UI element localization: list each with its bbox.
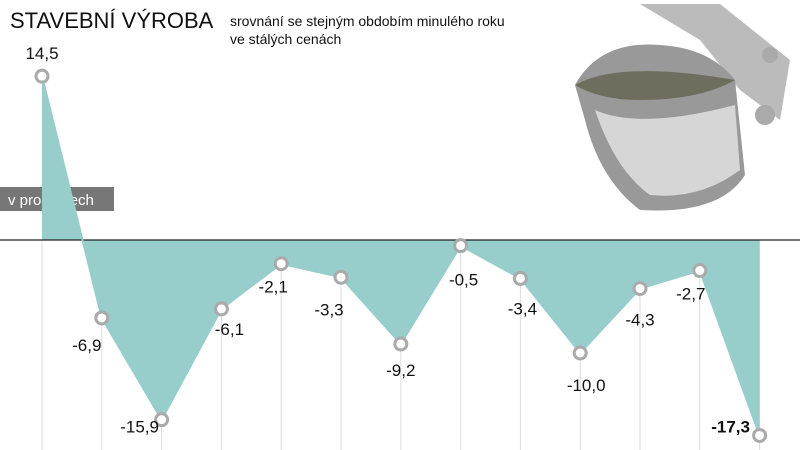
data-label: -6,1 <box>215 320 244 339</box>
chart-subtitle: ve stálých cenách <box>230 31 341 47</box>
marker <box>572 345 588 361</box>
marker <box>213 301 229 317</box>
marker <box>632 281 648 297</box>
excavator-illustration <box>575 4 790 211</box>
marker <box>752 427 768 443</box>
marker <box>333 269 349 285</box>
data-label: -9,2 <box>386 361 415 380</box>
marker <box>34 68 50 84</box>
data-label: -2,7 <box>676 285 705 304</box>
data-label: -15,9 <box>120 418 159 437</box>
marker <box>692 263 708 279</box>
marker <box>94 310 110 326</box>
marker <box>154 412 170 428</box>
data-label: -4,3 <box>625 311 654 330</box>
data-label: -3,3 <box>314 300 343 319</box>
data-label: -3,4 <box>508 299 537 318</box>
marker <box>393 336 409 352</box>
marker <box>512 270 528 286</box>
data-label: -6,9 <box>72 336 101 355</box>
marker <box>273 256 289 272</box>
marker <box>453 238 469 254</box>
data-label: -17,3 <box>711 417 750 436</box>
data-label: 14,5 <box>25 44 58 63</box>
chart-title: STAVEBNÍ VÝROBA <box>10 8 214 33</box>
data-label: -0,5 <box>449 271 478 290</box>
data-label: -2,1 <box>259 278 288 297</box>
chart-subtitle: srovnání se stejným obdobím minulého rok… <box>230 13 505 29</box>
data-label: -10,0 <box>567 376 606 395</box>
